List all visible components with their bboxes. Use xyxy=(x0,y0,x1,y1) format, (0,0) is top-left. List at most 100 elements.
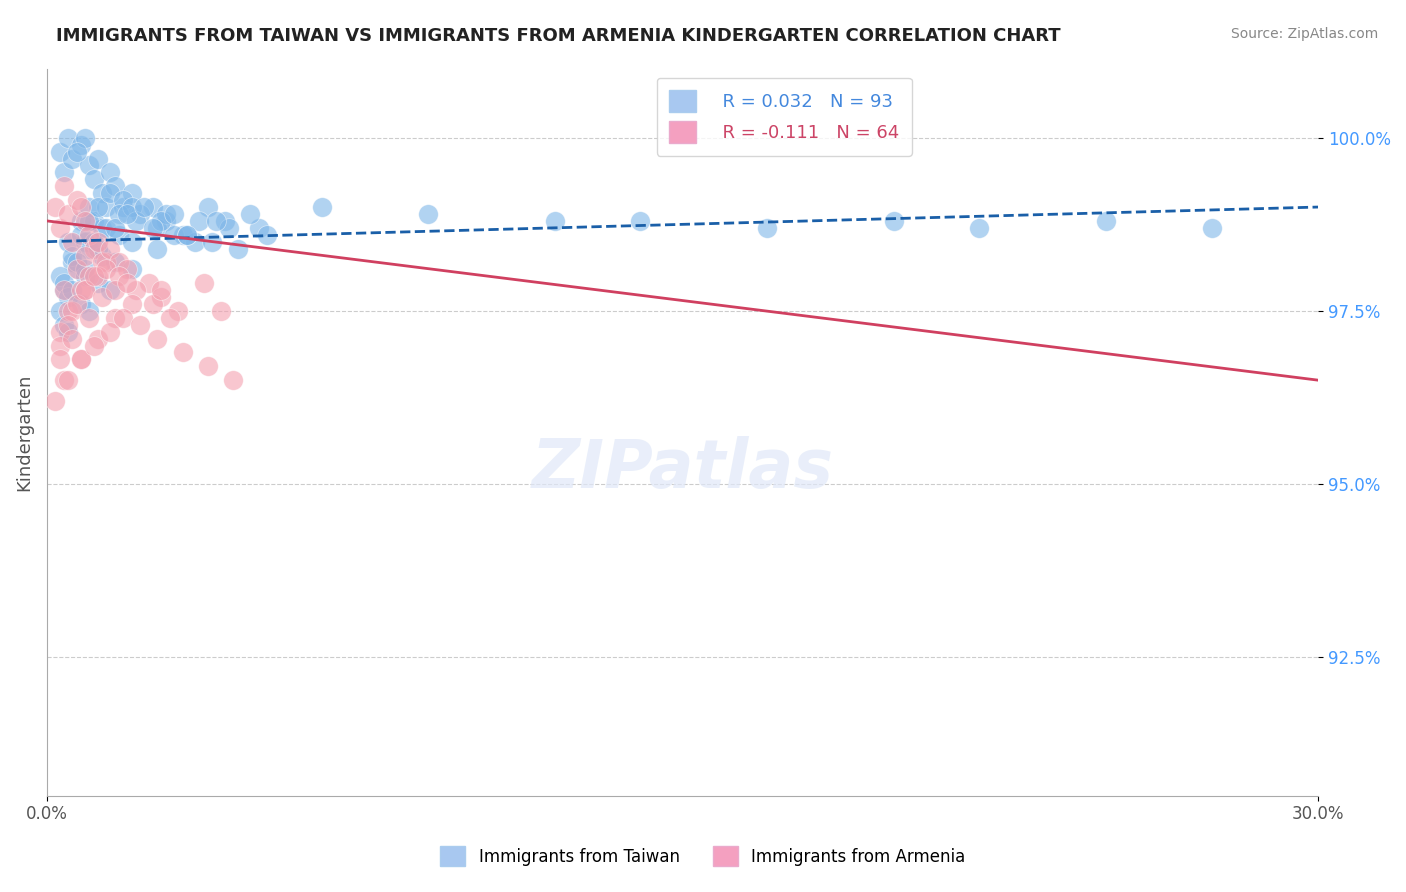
Point xyxy=(77,200,100,214)
Point xyxy=(628,214,651,228)
Point xyxy=(69,352,91,367)
Point xyxy=(176,227,198,242)
Point xyxy=(150,290,173,304)
Point xyxy=(83,242,105,256)
Point xyxy=(121,235,143,249)
Point xyxy=(48,269,70,284)
Point xyxy=(77,227,100,242)
Point xyxy=(311,200,333,214)
Point xyxy=(83,269,105,284)
Point xyxy=(209,304,232,318)
Point xyxy=(73,130,96,145)
Point xyxy=(73,262,96,277)
Point xyxy=(83,338,105,352)
Point xyxy=(108,269,131,284)
Point xyxy=(56,207,79,221)
Point xyxy=(197,359,219,374)
Point xyxy=(44,394,66,409)
Point xyxy=(112,200,135,214)
Point xyxy=(142,297,165,311)
Point xyxy=(163,207,186,221)
Point xyxy=(544,214,567,228)
Text: ZIPatlas: ZIPatlas xyxy=(531,435,834,501)
Point xyxy=(155,207,177,221)
Point xyxy=(146,242,169,256)
Point xyxy=(91,186,114,201)
Point xyxy=(87,277,110,291)
Point xyxy=(73,235,96,249)
Point xyxy=(112,193,135,207)
Point xyxy=(108,227,131,242)
Point xyxy=(65,193,87,207)
Point xyxy=(1201,220,1223,235)
Point xyxy=(91,255,114,269)
Point xyxy=(65,255,87,269)
Point xyxy=(172,227,194,242)
Point xyxy=(138,277,160,291)
Point xyxy=(56,304,79,318)
Point xyxy=(100,242,122,256)
Point xyxy=(52,179,75,194)
Point xyxy=(112,310,135,325)
Point xyxy=(193,277,215,291)
Point xyxy=(77,310,100,325)
Point xyxy=(60,332,83,346)
Point xyxy=(104,220,127,235)
Point xyxy=(96,200,118,214)
Point xyxy=(163,227,186,242)
Point xyxy=(83,235,105,249)
Point xyxy=(214,214,236,228)
Point xyxy=(73,269,96,284)
Point xyxy=(60,248,83,262)
Point xyxy=(121,200,143,214)
Point xyxy=(117,262,139,277)
Point xyxy=(172,345,194,359)
Point xyxy=(73,283,96,297)
Point xyxy=(60,304,83,318)
Point xyxy=(142,200,165,214)
Point xyxy=(155,214,177,228)
Legend: Immigrants from Taiwan, Immigrants from Armenia: Immigrants from Taiwan, Immigrants from … xyxy=(432,838,974,875)
Point xyxy=(56,235,79,249)
Point xyxy=(188,214,211,228)
Point xyxy=(1095,214,1118,228)
Point xyxy=(60,152,83,166)
Point xyxy=(77,214,100,228)
Point xyxy=(65,262,87,277)
Point xyxy=(69,137,91,152)
Point xyxy=(197,200,219,214)
Point xyxy=(60,283,83,297)
Point xyxy=(56,290,79,304)
Point xyxy=(44,200,66,214)
Point xyxy=(69,283,91,297)
Point xyxy=(117,277,139,291)
Point xyxy=(87,242,110,256)
Point xyxy=(52,373,75,387)
Point xyxy=(87,152,110,166)
Point xyxy=(218,220,240,235)
Y-axis label: Kindergarten: Kindergarten xyxy=(15,374,32,491)
Text: Source: ZipAtlas.com: Source: ZipAtlas.com xyxy=(1230,27,1378,41)
Point xyxy=(226,242,249,256)
Point xyxy=(146,220,169,235)
Point xyxy=(60,235,83,249)
Point xyxy=(205,214,228,228)
Point xyxy=(108,255,131,269)
Point xyxy=(104,310,127,325)
Point xyxy=(201,235,224,249)
Point xyxy=(184,235,207,249)
Point xyxy=(121,262,143,277)
Point xyxy=(247,220,270,235)
Point xyxy=(100,165,122,179)
Point xyxy=(60,255,83,269)
Point xyxy=(69,200,91,214)
Point xyxy=(129,207,152,221)
Point xyxy=(104,283,127,297)
Point xyxy=(77,269,100,284)
Point xyxy=(73,214,96,228)
Point xyxy=(56,130,79,145)
Point xyxy=(52,165,75,179)
Point xyxy=(100,325,122,339)
Point xyxy=(756,220,779,235)
Point xyxy=(69,227,91,242)
